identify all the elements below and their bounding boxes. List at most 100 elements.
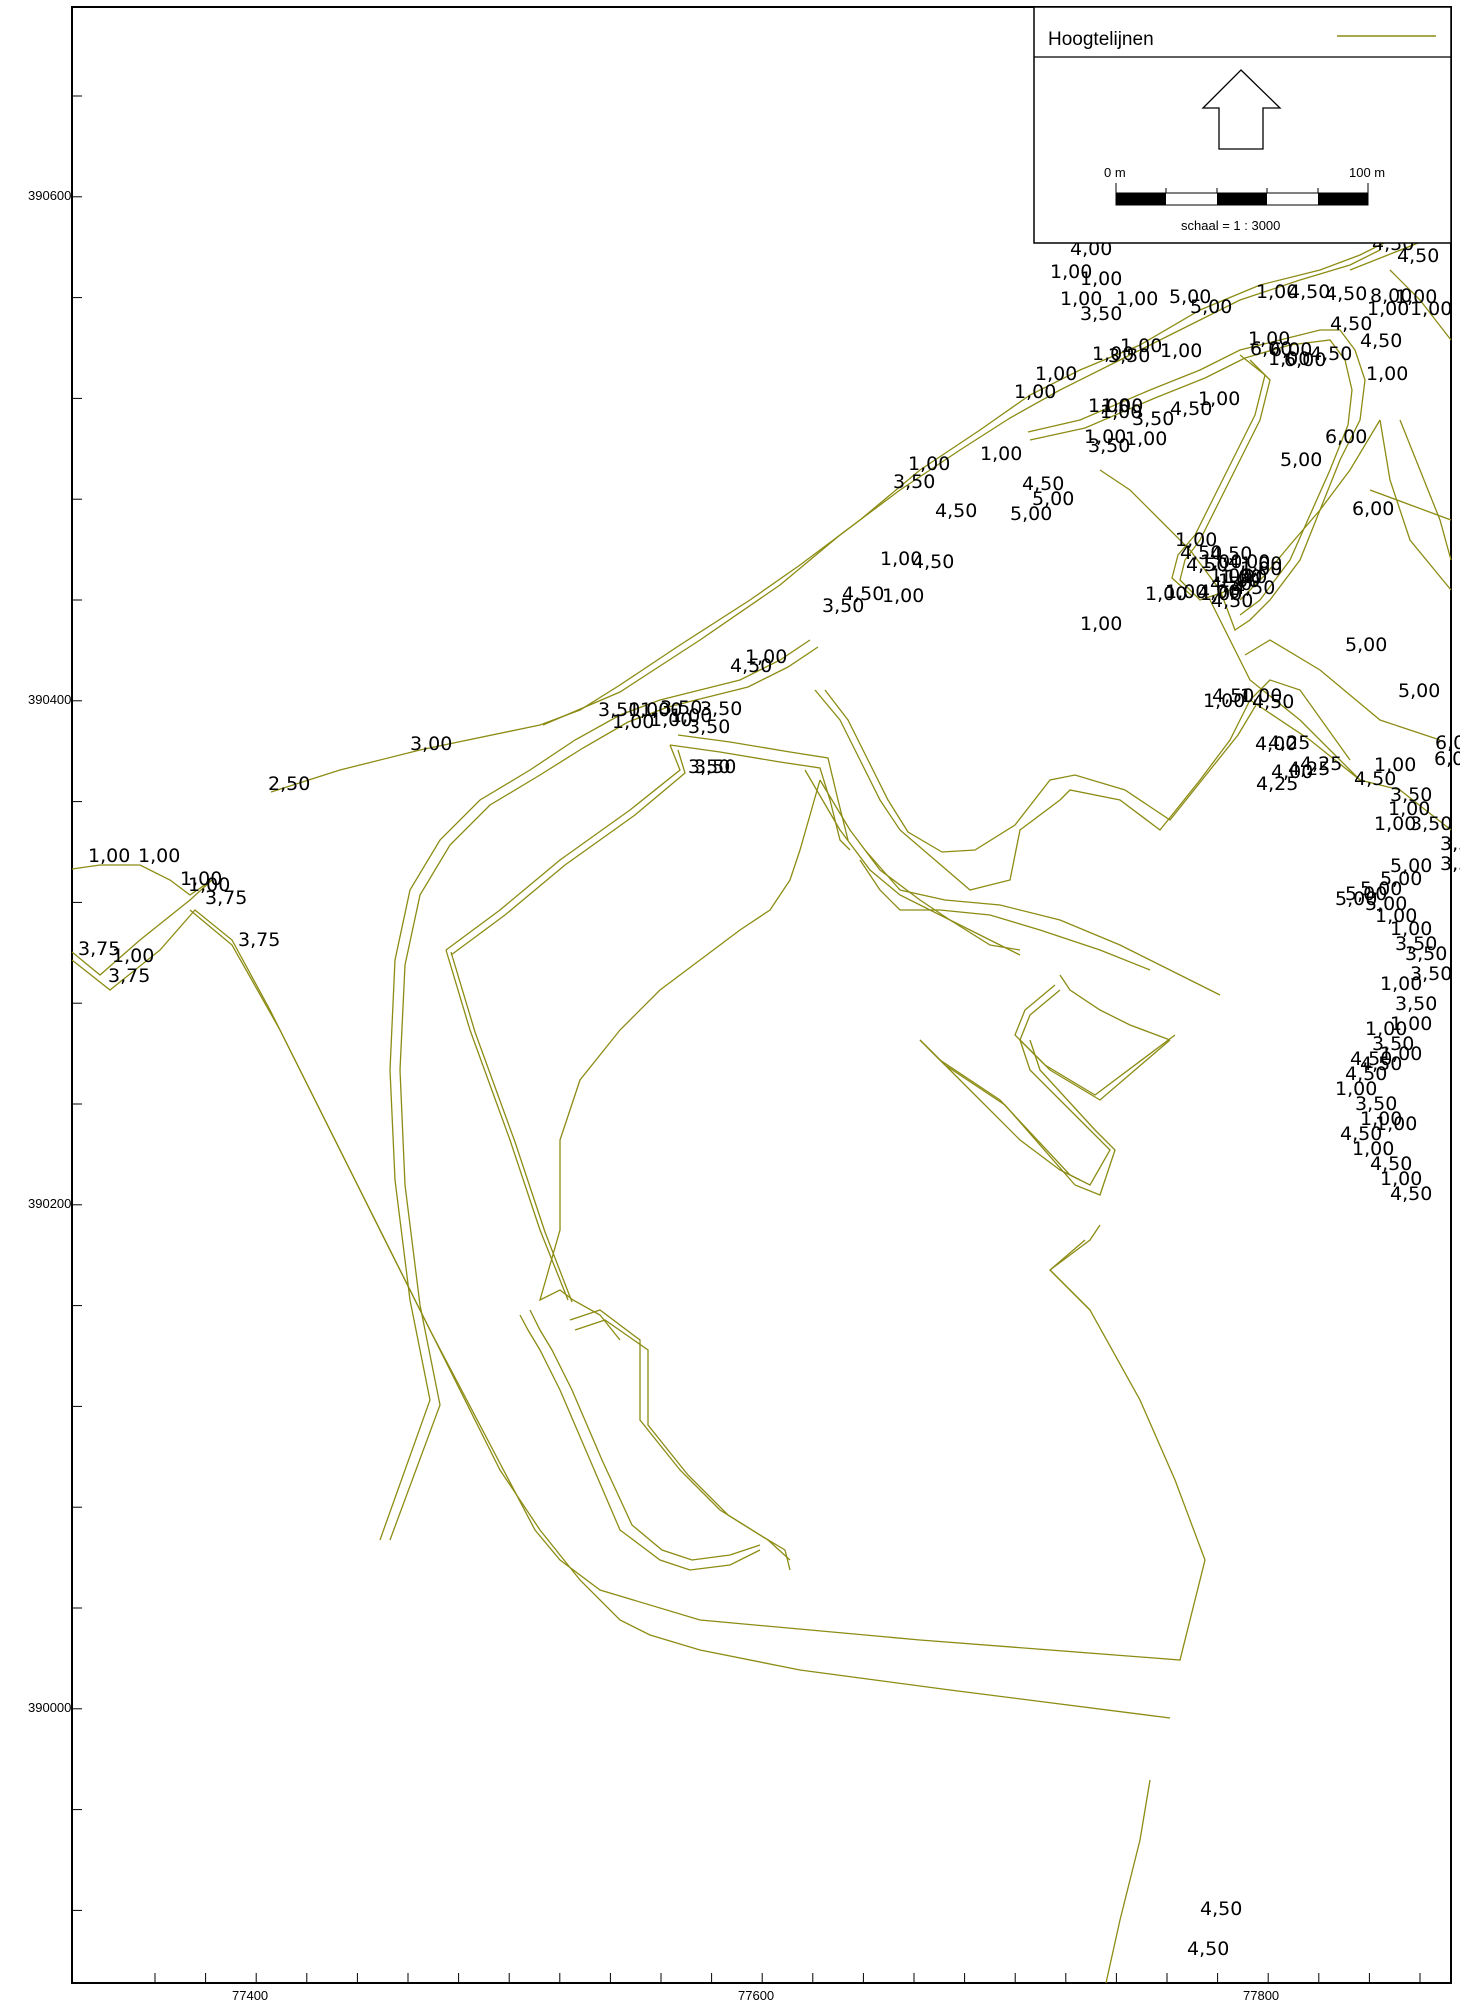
contour-label: 1,00 — [1240, 685, 1282, 707]
contour-label: 4,50 — [1330, 313, 1372, 335]
contour-label: 1,00 — [980, 443, 1022, 465]
contour-label: 4,50 — [1370, 1153, 1412, 1175]
contour-label: 1,00 — [1380, 1168, 1422, 1190]
contour-label: 1,00 — [1035, 363, 1077, 385]
contour-line — [677, 734, 849, 841]
contour-line — [71, 909, 1171, 1719]
contour-label: 5,00 — [1365, 893, 1407, 915]
contour-line — [1249, 699, 1452, 831]
contour-line — [270, 239, 1391, 793]
scale-ratio-label: schaal = 1 : 3000 — [1181, 218, 1280, 233]
contour-label: 4,50 — [1397, 245, 1439, 267]
contour-label: 4,50 — [1288, 281, 1330, 303]
contour-line — [189, 909, 1206, 1661]
contour-label: 1,00 — [612, 711, 654, 733]
contour-label: 4,50 — [1360, 1053, 1402, 1075]
contour-label: 5,00 — [1010, 503, 1052, 525]
contour-label: 1,00 — [670, 705, 712, 727]
contour-label: 1,00 — [1388, 798, 1430, 820]
contour-label: 1,00 — [882, 585, 924, 607]
contour-line — [1389, 269, 1452, 341]
contour-label: 1,00 — [1374, 754, 1416, 776]
contour-label: 4,50 — [1354, 768, 1396, 790]
contour-label: 1,00 — [1101, 395, 1143, 417]
contour-label: 1,00 — [1360, 1108, 1402, 1130]
contour-label: 3,50 — [688, 756, 730, 778]
contour-label: 5,00 — [1345, 634, 1387, 656]
contour-line — [542, 249, 1381, 726]
contour-line — [924, 1039, 1116, 1196]
contour-label: 1,00 — [1050, 261, 1092, 283]
contour-line — [1059, 974, 1171, 1041]
contour-label: 1,00 — [1248, 328, 1290, 350]
contour-label: 3,50 — [1440, 833, 1460, 855]
contour-label: 1,00 — [1203, 690, 1245, 712]
contour-label: 1,00 — [1210, 565, 1252, 587]
contour-label: 1,00 — [1060, 288, 1102, 310]
contour-label: 1,00 — [1092, 343, 1134, 365]
contour-label: 4,50 — [935, 500, 977, 522]
contour-label: 3,75 — [238, 929, 280, 951]
contour-label: 6,00 — [1325, 426, 1367, 448]
scale-bar-segment — [1116, 193, 1166, 205]
contour-line — [1049, 1269, 1091, 1311]
contour-label: 4,50 — [1233, 577, 1275, 599]
contour-line — [1379, 419, 1452, 591]
scale-bar-segment — [1217, 193, 1267, 205]
contour-label: 1,00 — [1240, 558, 1282, 580]
contour-label: 4,50 — [1022, 473, 1064, 495]
contour-label: 4,50 — [1212, 685, 1254, 707]
contour-line — [1171, 354, 1266, 597]
contour-label: 1,00 — [1366, 363, 1408, 385]
contour-label: 6,00 — [1284, 349, 1326, 371]
contour-label: 3,50 — [1405, 943, 1447, 965]
contour-label: 1,00 — [1335, 1078, 1377, 1100]
contour-line — [919, 1039, 1081, 1181]
contour-label: 4,00 — [1228, 551, 1270, 573]
contour-label: 4,50 — [1360, 330, 1402, 352]
contour-label: 1,00 — [1080, 613, 1122, 635]
contour-label: 4,50 — [1210, 573, 1252, 595]
contour-line — [450, 749, 686, 956]
contour-label: 3,50 — [1410, 963, 1452, 985]
contour-label: 1,00 — [1120, 335, 1162, 357]
contour-label: 1,00 — [1240, 553, 1282, 575]
contour-label: 2,50 — [268, 773, 310, 795]
contour-label: 4,50 — [1345, 1063, 1387, 1085]
contour-label: 5,00 — [1169, 286, 1211, 308]
contour-label: 3,50 — [598, 699, 640, 721]
contour-line — [71, 879, 213, 976]
contour-line — [1244, 639, 1441, 741]
contour-label: 5,00 — [1380, 868, 1422, 890]
contour-label: 5,00 — [1360, 878, 1402, 900]
contour-label: 5,00 — [1345, 883, 1387, 905]
contour-label: 1,00 — [1380, 973, 1422, 995]
contour-line — [824, 689, 1257, 853]
contour-label: 1,00 — [628, 699, 670, 721]
x-axis-label-77800: 77800 — [1243, 1988, 1279, 2003]
contour-label: 3,50 — [1395, 933, 1437, 955]
contour-label: 4,50 — [1310, 343, 1352, 365]
contour-label: 4,00 — [1198, 581, 1240, 603]
contour-label: 6,00 — [1434, 748, 1460, 770]
contour-label: 3,50 — [1108, 345, 1150, 367]
contour-line — [804, 769, 1021, 956]
contour-label: 4,25 — [1300, 753, 1342, 775]
contour-line — [1179, 359, 1271, 601]
contour-label: 1,00 — [1100, 401, 1142, 423]
contour-label: 5,00 — [1398, 680, 1440, 702]
contour-line — [859, 859, 1151, 971]
contour-label: 8,00 — [1370, 285, 1412, 307]
contour-label: 6,00 — [1270, 339, 1312, 361]
contour-line — [1027, 329, 1366, 631]
contour-line — [864, 849, 1221, 996]
contour-label: 4,50 — [1390, 1183, 1432, 1205]
contour-label: 3,50 — [1355, 1093, 1397, 1115]
contour-label: 1,00 — [1390, 918, 1432, 940]
y-axis-label-390000: 390000 — [28, 1700, 71, 1715]
contour-label: 3,75 — [108, 965, 150, 987]
contour-line — [1369, 489, 1452, 521]
contour-label: 1,00 — [1200, 551, 1242, 573]
contour-label: 3,50 — [1440, 853, 1460, 875]
contour-label: 3,00 — [410, 733, 452, 755]
